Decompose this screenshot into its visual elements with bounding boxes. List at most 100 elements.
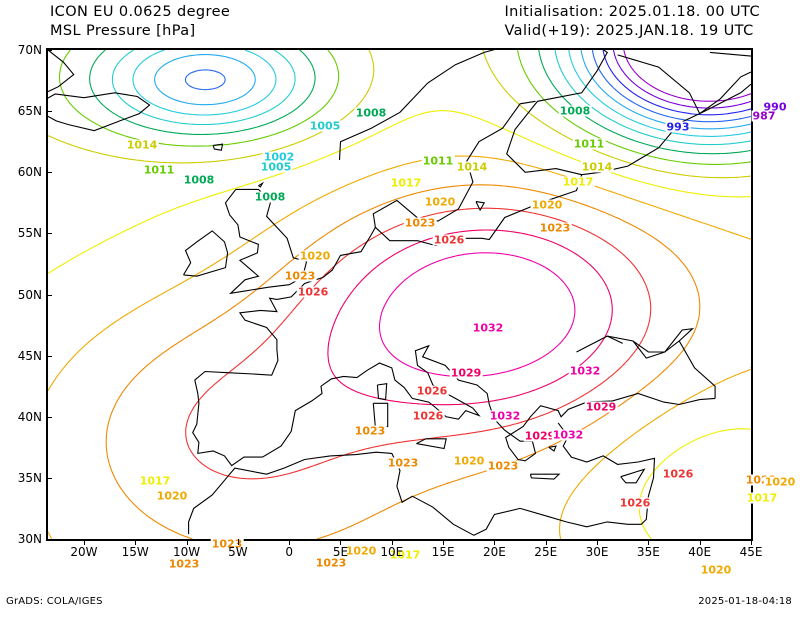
grads-credit: GrADS: COLA/IGES xyxy=(6,596,103,607)
contour-line-1002 xyxy=(132,50,751,137)
contour-label: 1032 xyxy=(488,409,522,423)
coastline-path xyxy=(607,335,623,344)
lon-tick-label: 15E xyxy=(431,545,455,559)
contour-label: 1008 xyxy=(182,173,216,187)
contour-label: 1017 xyxy=(745,491,779,505)
map-plot-area: 1008 1005 1002 1005 1014 1011 1008 1008 1008 1011… xyxy=(46,48,797,576)
lat-tick-label: 40N xyxy=(17,409,42,424)
lat-tickmark xyxy=(46,111,52,113)
contour-label: 1020 xyxy=(699,563,733,577)
coastline-path xyxy=(192,227,716,467)
lon-tick-label: 30E xyxy=(585,545,609,559)
coastline-path xyxy=(48,50,75,93)
variable-name: MSL Pressure [hPa] xyxy=(50,23,196,39)
lon-tickmark xyxy=(135,539,137,545)
contour-label: 1023 xyxy=(403,216,437,230)
contour-line-1023 xyxy=(105,184,701,539)
longitude-axis: 20W 15W 10W 5W 0 5E 10E 15E 20E 25E 30E 35E 40E 45E xyxy=(46,545,762,565)
contour-label: 1020 xyxy=(298,249,332,263)
lat-tick-label: 60N xyxy=(17,165,42,180)
lon-tickmark xyxy=(443,539,445,545)
run-time-block: Initialisation: 2025.01.18. 00 UTC Valid… xyxy=(504,4,760,39)
lon-tickmark xyxy=(186,539,188,545)
lon-tickmark xyxy=(391,539,393,545)
lon-tick-label: 20E xyxy=(482,545,506,559)
model-title-block: ICON EU 0.0625 degree MSL Pressure [hPa] xyxy=(50,4,230,39)
contour-label: 1026 xyxy=(411,409,445,423)
contour-label: 1005 xyxy=(308,119,342,133)
contour-label: 1020 xyxy=(763,475,797,489)
latitude-axis: 70N 65N 60N 55N 50N 45N 40N 35N 30N xyxy=(0,43,42,546)
contour-label: 1014 xyxy=(125,138,159,152)
lon-tick-label: 20W xyxy=(70,545,98,559)
coastline-layer xyxy=(48,50,751,536)
contour-label: 1014 xyxy=(455,160,489,174)
contour-label: 1011 xyxy=(142,163,176,177)
contour-label: 1026 xyxy=(432,233,466,247)
chart-header: ICON EU 0.0625 degree MSL Pressure [hPa]… xyxy=(0,0,800,46)
coastline-path xyxy=(620,468,646,484)
lon-tick-label: 45E xyxy=(739,545,763,559)
lon-tickmark xyxy=(83,539,85,545)
coastline-path xyxy=(372,402,389,429)
coastline-path xyxy=(664,327,695,353)
lon-tickmark xyxy=(699,539,701,545)
contour-label: 987 xyxy=(751,109,777,123)
contour-label: 1017 xyxy=(389,176,423,190)
coastline-path xyxy=(475,201,486,212)
coastline-path xyxy=(548,445,557,452)
contour-line-993 xyxy=(602,50,751,116)
contour-line-1032 xyxy=(378,252,576,378)
lat-tick-label: 30N xyxy=(17,532,42,546)
coastline-path xyxy=(529,473,561,480)
generation-timestamp: 2025-01-18-04:18 xyxy=(698,596,792,607)
coastline-path xyxy=(617,54,751,115)
contour-map-canvas xyxy=(48,50,751,539)
coastline-path xyxy=(224,188,308,295)
contour-label: 1011 xyxy=(421,154,455,168)
contour-label: 1029 xyxy=(584,400,618,414)
lon-tick-label: 10E xyxy=(380,545,404,559)
lat-tickmark xyxy=(46,355,52,357)
contour-label: 1020 xyxy=(423,195,457,209)
contour-label: 1026 xyxy=(415,384,449,398)
contour-label: 1008 xyxy=(354,106,388,120)
valid-time: Valid(+19): 2025.JAN.18. 19 UTC xyxy=(504,23,754,39)
contour-label: 1020 xyxy=(344,544,378,558)
contour-label: 1017 xyxy=(138,474,172,488)
contour-label: 1029 xyxy=(449,366,483,380)
contour-label: 1008 xyxy=(558,104,592,118)
contour-label: 1020 xyxy=(155,489,189,503)
lon-tickmark xyxy=(597,539,599,545)
lat-tickmark xyxy=(46,416,52,418)
lat-tickmark xyxy=(46,233,52,235)
lon-tickmark xyxy=(340,539,342,545)
contour-label: 1023 xyxy=(167,557,201,571)
coastline-path xyxy=(48,92,151,132)
contour-label: 1032 xyxy=(551,428,585,442)
coastline-path xyxy=(188,422,656,536)
lat-tickmark xyxy=(46,172,52,174)
coastline-path xyxy=(183,230,229,277)
chart-footer: GrADS: COLA/IGES 2025-01-18-04:18 xyxy=(0,596,800,618)
contour-label: 1026 xyxy=(296,285,330,299)
lon-tickmark xyxy=(751,539,752,545)
contour-label: 1023 xyxy=(353,424,387,438)
coastline-path xyxy=(416,438,447,450)
lon-tickmark xyxy=(494,539,496,545)
contour-line-1008 xyxy=(89,50,751,155)
contour-label: 1008 xyxy=(253,190,287,204)
contour-label: 1023 xyxy=(210,537,244,551)
coastline-path xyxy=(258,181,265,188)
lat-tickmark xyxy=(46,294,52,296)
contour-line-996 xyxy=(184,50,751,123)
lon-tickmark xyxy=(648,539,650,545)
lat-tick-label: 50N xyxy=(17,287,42,302)
contour-label: 1023 xyxy=(314,556,348,570)
lon-tick-label: 0 xyxy=(285,545,293,559)
model-name: ICON EU 0.0625 degree xyxy=(50,4,231,20)
lat-tick-label: 55N xyxy=(17,226,42,241)
lat-tick-label: 35N xyxy=(17,470,42,485)
lat-tickmark xyxy=(46,50,52,51)
lon-tickmark xyxy=(289,539,291,545)
